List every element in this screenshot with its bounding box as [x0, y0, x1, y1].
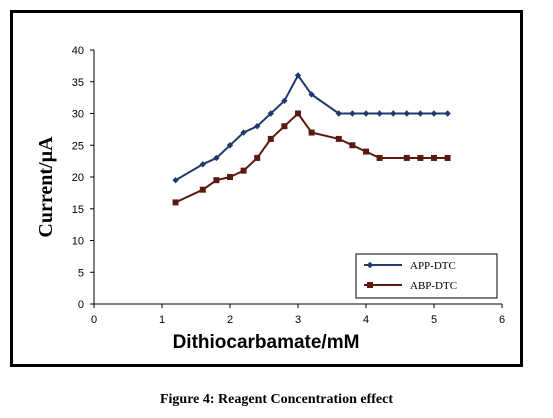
- data-point: [349, 142, 356, 149]
- legend-box: [355, 253, 498, 299]
- y-tick-label: 0: [78, 299, 84, 311]
- y-tick-label: 15: [72, 204, 84, 216]
- data-point: [403, 154, 410, 161]
- data-point: [403, 110, 410, 117]
- y-tick-label: 30: [72, 109, 84, 121]
- data-point: [281, 123, 288, 130]
- figure-frame: [10, 10, 523, 367]
- data-point: [295, 110, 301, 117]
- series-app-dtc: [172, 72, 451, 184]
- data-point: [390, 110, 397, 117]
- legend-item: APP-DTC: [364, 260, 456, 272]
- y-tick-label: 5: [78, 267, 84, 279]
- data-point: [227, 174, 233, 180]
- data-point: [376, 110, 383, 117]
- data-point: [267, 135, 274, 142]
- figure-caption: Figure 4: Reagent Concentration effect: [159, 392, 393, 407]
- x-tick-label: 2: [227, 314, 233, 326]
- series-line: [175, 73, 448, 182]
- legend-marker: [366, 261, 374, 269]
- x-tick-label: 4: [363, 314, 369, 326]
- y-axis-label: Current/µA: [35, 136, 57, 238]
- data-point: [376, 154, 383, 161]
- y-tick-label: 10: [72, 236, 84, 248]
- data-point: [281, 97, 288, 104]
- data-point: [267, 110, 274, 117]
- data-point: [254, 123, 261, 130]
- data-point: [362, 110, 370, 117]
- data-point: [444, 154, 451, 161]
- x-tick-label: 1: [159, 314, 165, 326]
- x-axis-label: Dithiocarbamate/mM: [173, 332, 360, 353]
- data-point: [308, 129, 315, 136]
- x-tick-label: 0: [91, 314, 97, 326]
- data-point: [417, 154, 424, 161]
- data-point: [444, 110, 451, 117]
- data-point: [213, 177, 220, 184]
- y-tick-label: 25: [72, 140, 84, 152]
- data-point: [431, 154, 437, 161]
- data-point: [199, 161, 206, 168]
- legend-marker: [367, 282, 373, 288]
- data-point: [335, 135, 342, 142]
- x-tick-label: 5: [431, 314, 437, 326]
- data-point: [240, 129, 247, 136]
- data-point: [335, 110, 342, 117]
- data-point: [172, 199, 179, 206]
- axes: [90, 49, 503, 308]
- legend-label: APP-DTC: [410, 260, 456, 272]
- data-point: [199, 186, 206, 193]
- tick-labels: 0 1 2 3 4 5 6 0 5 10 15 20 25 30 35 40: [72, 45, 505, 326]
- x-tick-label: 6: [499, 314, 505, 326]
- data-point: [363, 148, 369, 155]
- x-tick-label: 3: [295, 314, 301, 326]
- y-tick-label: 40: [72, 45, 84, 57]
- data-point: [240, 167, 247, 174]
- data-point: [294, 72, 302, 79]
- legend-label: ABP-DTC: [410, 280, 457, 292]
- data-point: [417, 110, 424, 117]
- data-point: [213, 154, 220, 162]
- legend-item: ABP-DTC: [364, 280, 457, 292]
- data-point: [349, 110, 356, 117]
- data-point: [254, 154, 261, 161]
- data-point: [308, 91, 315, 98]
- y-tick-label: 35: [72, 77, 84, 89]
- series-abp-dtc: [172, 110, 451, 206]
- data-point: [430, 110, 438, 117]
- data-point: [172, 176, 179, 184]
- data-point: [226, 142, 234, 149]
- y-tick-label: 20: [72, 172, 84, 184]
- legend: APP-DTC ABP-DTC: [355, 253, 498, 299]
- series-layer: [172, 72, 451, 206]
